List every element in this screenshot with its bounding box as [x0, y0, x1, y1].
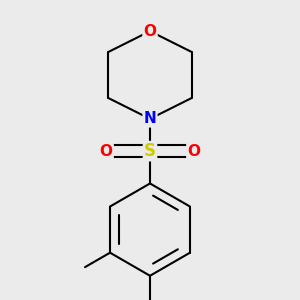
Text: O: O: [100, 144, 113, 159]
Text: O: O: [143, 24, 157, 39]
Text: O: O: [187, 144, 200, 159]
Text: N: N: [144, 111, 156, 126]
Text: S: S: [144, 142, 156, 160]
